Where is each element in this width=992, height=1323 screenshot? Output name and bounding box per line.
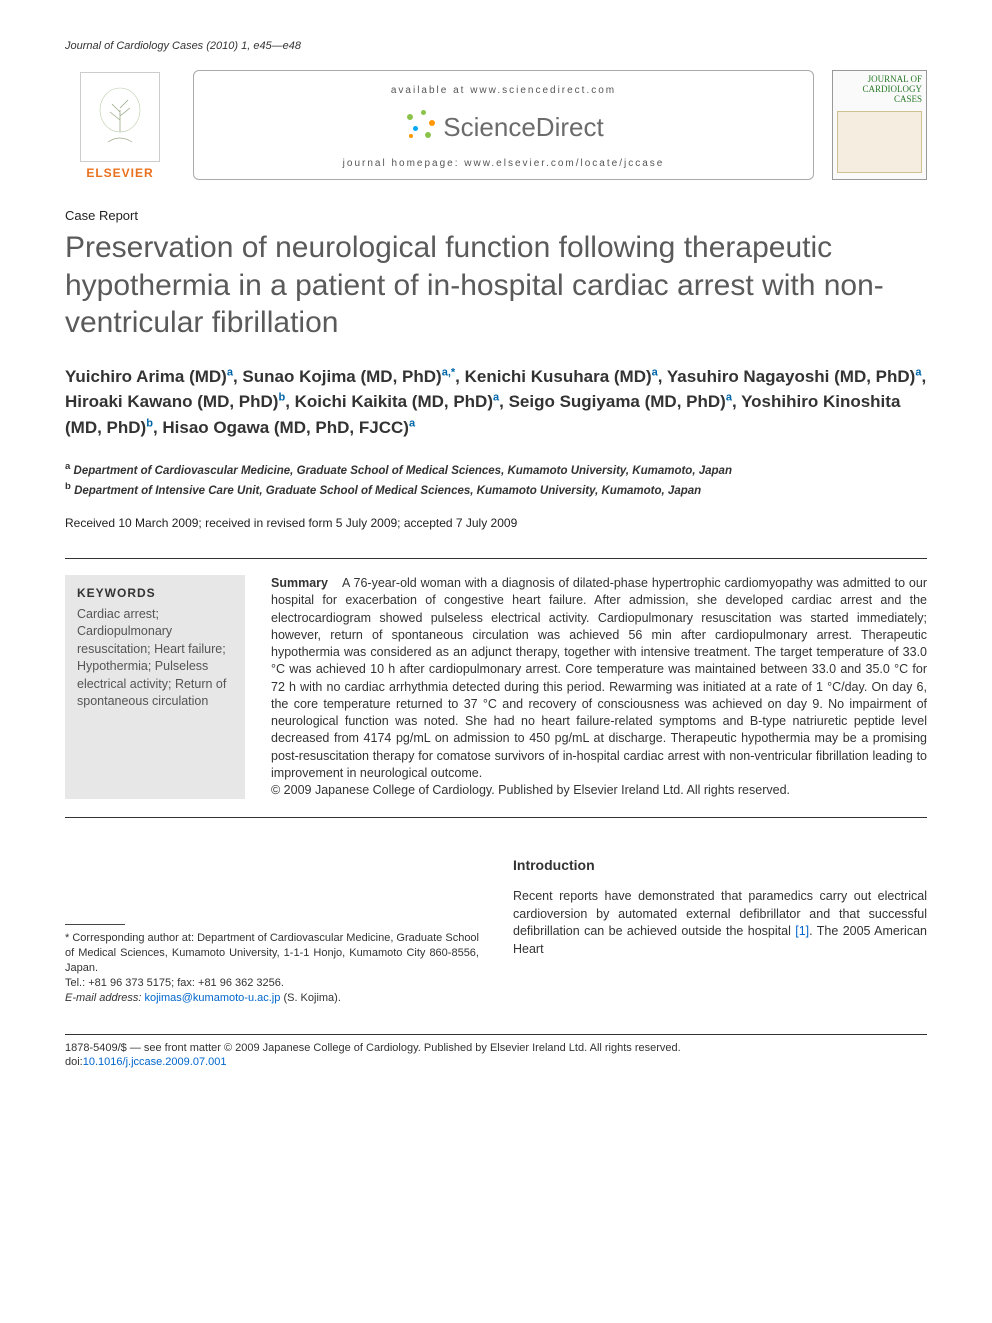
article-title: Preservation of neurological function fo… (65, 229, 927, 342)
intro-heading: Introduction (513, 856, 927, 876)
abstract-block: KEYWORDS Cardiac arrest; Cardiopulmonary… (65, 558, 927, 818)
footer-issn-line: 1878-5409/$ — see front matter © 2009 Ja… (65, 1041, 927, 1056)
summary-copyright: © 2009 Japanese College of Cardiology. P… (271, 783, 790, 797)
sciencedirect-burst-icon (403, 110, 437, 144)
keywords-list: Cardiac arrest; Cardiopulmonary resuscit… (77, 606, 233, 711)
corr-email-who: (S. Kojima). (283, 992, 340, 1004)
author-list: Yuichiro Arima (MD)a, Sunao Kojima (MD, … (65, 364, 927, 441)
affiliations: a Department of Cardiovascular Medicine,… (65, 460, 927, 500)
corr-tel: Tel.: +81 96 373 5175; fax: +81 96 362 3… (65, 976, 479, 991)
elsevier-logo: ELSEVIER (65, 70, 175, 180)
corr-email-line: E-mail address: kojimas@kumamoto-u.ac.jp… (65, 991, 479, 1006)
doi-link[interactable]: 10.1016/j.jccase.2009.07.001 (83, 1056, 227, 1068)
corresponding-author: * Corresponding author at: Department of… (65, 931, 479, 1005)
corr-address: * Corresponding author at: Department of… (65, 931, 479, 976)
affiliation-b: b Department of Intensive Care Unit, Gra… (65, 480, 927, 500)
keywords-heading: KEYWORDS (77, 585, 233, 602)
affiliation-a: a Department of Cardiovascular Medicine,… (65, 460, 927, 480)
intro-ref-1[interactable]: [1] (795, 924, 809, 938)
running-head: Journal of Cardiology Cases (2010) 1, e4… (65, 40, 927, 52)
corr-email-link[interactable]: kojimas@kumamoto-u.ac.jp (144, 992, 280, 1004)
footer-doi-line: doi:10.1016/j.jccase.2009.07.001 (65, 1055, 927, 1070)
article-type: Case Report (65, 208, 927, 223)
journal-homepage-line: journal homepage: www.elsevier.com/locat… (343, 158, 665, 169)
intro-text: Recent reports have demonstrated that pa… (513, 888, 927, 958)
elsevier-tree-icon (80, 72, 160, 162)
corresponding-rule (65, 924, 125, 925)
summary-label: Summary (271, 576, 328, 590)
intro-col: Introduction Recent reports have demonst… (513, 856, 927, 1005)
sciencedirect-logo: ScienceDirect (403, 110, 603, 144)
masthead: ELSEVIER available at www.sciencedirect.… (65, 70, 927, 180)
sciencedirect-panel: available at www.sciencedirect.com Scien… (193, 70, 814, 180)
article-history: Received 10 March 2009; received in revi… (65, 516, 927, 530)
sciencedirect-wordmark: ScienceDirect (443, 112, 603, 143)
journal-cover-thumb: JOURNAL OF CARDIOLOGY CASES (832, 70, 927, 180)
doi-label: doi: (65, 1056, 83, 1068)
corr-email-label: E-mail address: (65, 992, 141, 1004)
page-footer: 1878-5409/$ — see front matter © 2009 Ja… (65, 1034, 927, 1071)
lower-columns: * Corresponding author at: Department of… (65, 856, 927, 1005)
available-at-line: available at www.sciencedirect.com (391, 85, 616, 96)
cover-title: JOURNAL OF CARDIOLOGY CASES (837, 75, 922, 105)
summary-text: SummaryA 76-year-old woman with a diagno… (271, 575, 927, 799)
elsevier-wordmark: ELSEVIER (86, 166, 153, 180)
summary-body: A 76-year-old woman with a diagnosis of … (271, 576, 927, 780)
keywords-box: KEYWORDS Cardiac arrest; Cardiopulmonary… (65, 575, 245, 799)
corresponding-col: * Corresponding author at: Department of… (65, 856, 479, 1005)
